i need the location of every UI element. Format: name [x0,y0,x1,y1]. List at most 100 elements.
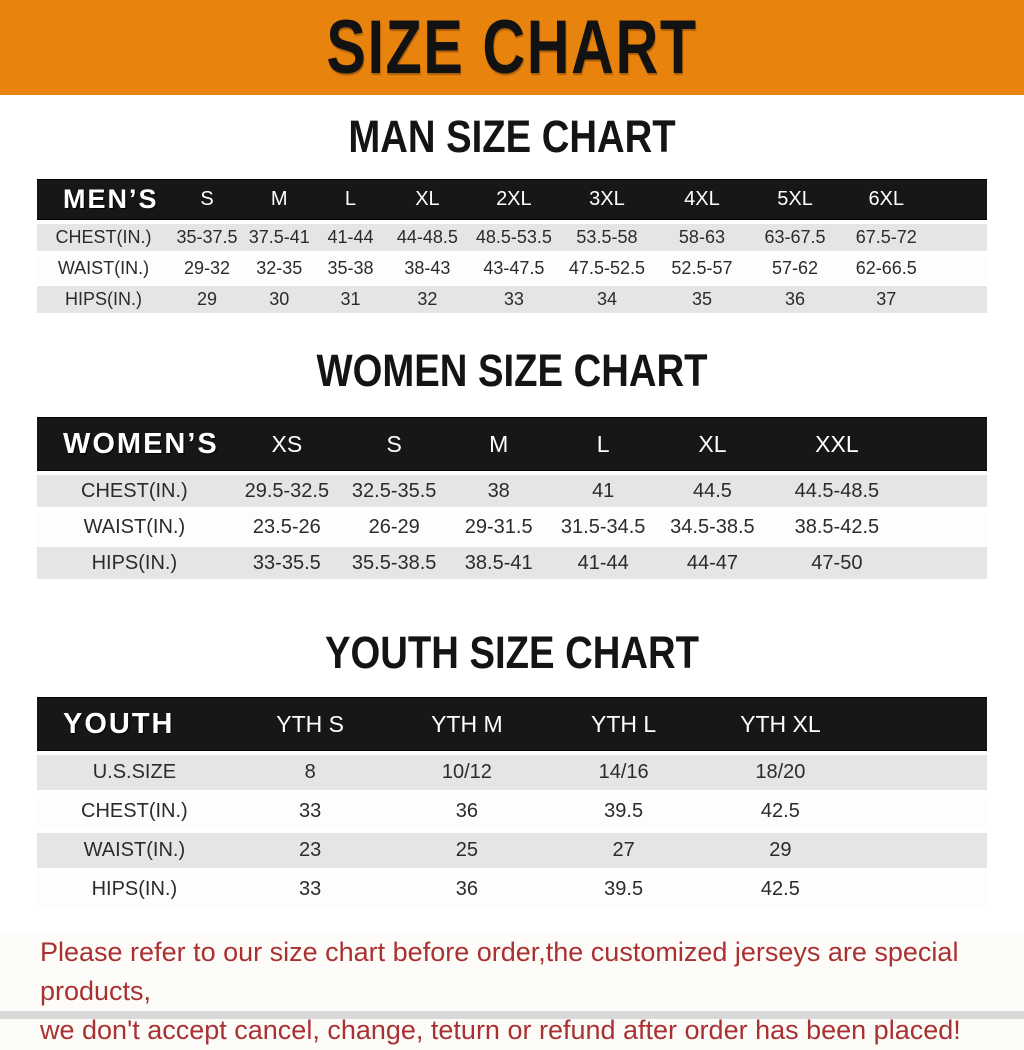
measurement-value-cell: 41-44 [577,551,629,574]
measurement-value-cell: 38 [487,479,510,502]
table-title-cell: WOMEN’S [63,427,219,460]
size-column-header: XXL [815,430,859,457]
row-label-cell: HIPS(IN.) [91,551,178,574]
measurement-value-cell: 44.5 [692,479,732,502]
measurement-value-cell: 32.5-35.5 [351,479,437,502]
measurement-value-cell: 35 [691,289,712,309]
row-label-cell: HIPS(IN.) [91,878,178,900]
measurement-value-cell: 62-66.5 [855,258,917,278]
measurement-value-cell: 38-43 [404,258,451,278]
measurement-row: HIPS(IN.) 29 30 31 32 33 34 35 36 37 [37,286,987,313]
measurement-value-cell: 29 [197,289,218,309]
row-label-cell: HIPS(IN.) [64,289,142,309]
measurement-value-cell: 44-47 [686,551,739,574]
size-column-header: 4XL [684,188,720,210]
measurement-row: CHEST(IN.) 29.5-32.5 32.5-35.5 38 41 44.5 44.5… [37,475,987,507]
youth-size-chart-section: YOUTH SIZE CHART YOUTH YTH S YTH M YTH L YTH… [0,627,1024,907]
measurement-value-cell: 30 [269,289,290,309]
measurement-value-cell: 57-62 [772,258,819,278]
size-column-header: XS [271,430,303,457]
measurement-value-cell: 31 [340,289,361,309]
men-size-table: MEN’S S M L XL 2XL 3XL 4XL 5XL 6XL CHEST(IN.) 35-37… [37,179,987,313]
measurement-value-cell: 14/16 [598,761,649,783]
size-table-header-row: YOUTH YTH S YTH M YTH L YTH XL [37,697,987,751]
measurement-value-cell: 38.5-42.5 [794,515,880,538]
row-label-cell: CHEST(IN.) [81,479,188,502]
measurement-value-cell: 38.5-41 [464,551,533,574]
measurement-value-cell: 37.5-41 [248,227,310,247]
measurement-value-cell: 33 [299,878,322,900]
measurement-value-cell: 10/12 [441,761,492,783]
notice-line-1: Please refer to our size chart before or… [40,937,959,1007]
size-column-header: L [344,188,357,210]
size-column-header: XL [698,430,727,457]
youth-size-table: YOUTH YTH S YTH M YTH L YTH XL U.S.SIZE 8 10/12… [37,697,987,907]
measurement-value-cell: 23.5-26 [252,515,321,538]
measurement-value-cell: 29-32 [184,258,231,278]
measurement-value-cell: 32 [417,289,438,309]
youth-size-chart-heading: YOUTH SIZE CHART [324,627,699,678]
measurement-value-cell: 29 [769,839,792,861]
size-column-header: YTH XL [740,710,821,737]
size-column-header: M [489,430,509,457]
measurement-value-cell: 34 [596,289,617,309]
size-column-header: 6XL [868,188,905,210]
footer-notice: Please refer to our size chart before or… [0,933,1024,1050]
measurement-value-cell: 52.5-57 [671,258,733,278]
man-size-chart-section: MAN SIZE CHART MEN’S S M L XL 2XL 3XL 4XL 5XL 6XL… [0,111,1024,313]
row-label-cell: WAIST(IN.) [57,258,150,278]
man-size-chart-heading: MAN SIZE CHART [348,111,676,162]
row-label-cell: CHEST(IN.) [55,227,152,247]
measurement-value-cell: 23 [299,839,322,861]
size-column-header: S [200,188,214,210]
women-size-table: WOMEN’S XS S M L XL XXL CHEST(IN.) 29.5-32.5 32.5… [37,417,987,579]
measurement-value-cell: 26-29 [368,515,420,538]
measurement-value-cell: 35.5-38.5 [351,551,437,574]
size-table-header-row: MEN’S S M L XL 2XL 3XL 4XL 5XL 6XL [37,179,987,220]
bottom-strip [0,1011,1024,1019]
measurement-value-cell: 39.5 [604,800,644,822]
size-column-header: 3XL [589,188,625,210]
measurement-value-cell: 47-50 [811,551,863,574]
measurement-value-cell: 27 [612,839,635,861]
measurement-value-cell: 37 [876,289,897,309]
measurement-row: HIPS(IN.) 33-35.5 35.5-38.5 38.5-41 41-44 44-… [37,547,987,579]
women-size-chart-heading: WOMEN SIZE CHART [316,345,708,396]
measurement-row: CHEST(IN.) 35-37.5 37.5-41 41-44 44-48.5 48.5… [37,224,987,251]
measurement-value-cell: 44.5-48.5 [794,479,880,502]
size-column-header: YTH S [276,710,344,737]
row-label-cell: WAIST(IN.) [83,515,186,538]
measurement-value-cell: 18/20 [755,761,806,783]
measurement-value-cell: 44-48.5 [396,227,458,247]
measurement-value-cell: 34.5-38.5 [670,515,755,538]
measurement-value-cell: 35-37.5 [176,227,238,247]
size-column-header: S [386,430,402,457]
banner: SIZE CHART [0,0,1024,95]
size-column-header: 5XL [777,188,813,210]
size-column-header: M [270,188,288,210]
size-column-header: YTH M [431,710,503,737]
measurement-value-cell: 42.5 [760,878,800,900]
measurement-row: CHEST(IN.) 33 36 39.5 42.5 [37,794,987,829]
measurement-value-cell: 33 [503,289,524,309]
measurement-row: WAIST(IN.) 23.5-26 26-29 29-31.5 31.5-34.5 34… [37,511,987,543]
row-label-cell: WAIST(IN.) [83,839,186,861]
measurement-value-cell: 36 [455,800,478,822]
banner-title: SIZE CHART [326,5,698,90]
measurement-value-cell: 63-67.5 [764,227,826,247]
measurement-value-cell: 43-47.5 [483,258,545,278]
measurement-value-cell: 36 [785,289,806,309]
measurement-value-cell: 42.5 [760,800,800,822]
women-size-chart-section: WOMEN SIZE CHART WOMEN’S XS S M L XL XXL CHEST(… [0,345,1024,579]
measurement-value-cell: 41 [592,479,615,502]
measurement-value-cell: 29-31.5 [464,515,533,538]
measurement-value-cell: 53.5-58 [576,227,638,247]
size-column-header: L [596,430,610,457]
size-column-header: YTH L [591,710,657,737]
measurement-value-cell: 33-35.5 [252,551,321,574]
measurement-value-cell: 35-38 [327,258,374,278]
measurement-row: WAIST(IN.) 29-32 32-35 35-38 38-43 43-47.5 47.… [37,255,987,282]
measurement-value-cell: 58-63 [678,227,725,247]
measurement-value-cell: 25 [455,839,478,861]
measurement-row: WAIST(IN.) 23 25 27 29 [37,833,987,868]
